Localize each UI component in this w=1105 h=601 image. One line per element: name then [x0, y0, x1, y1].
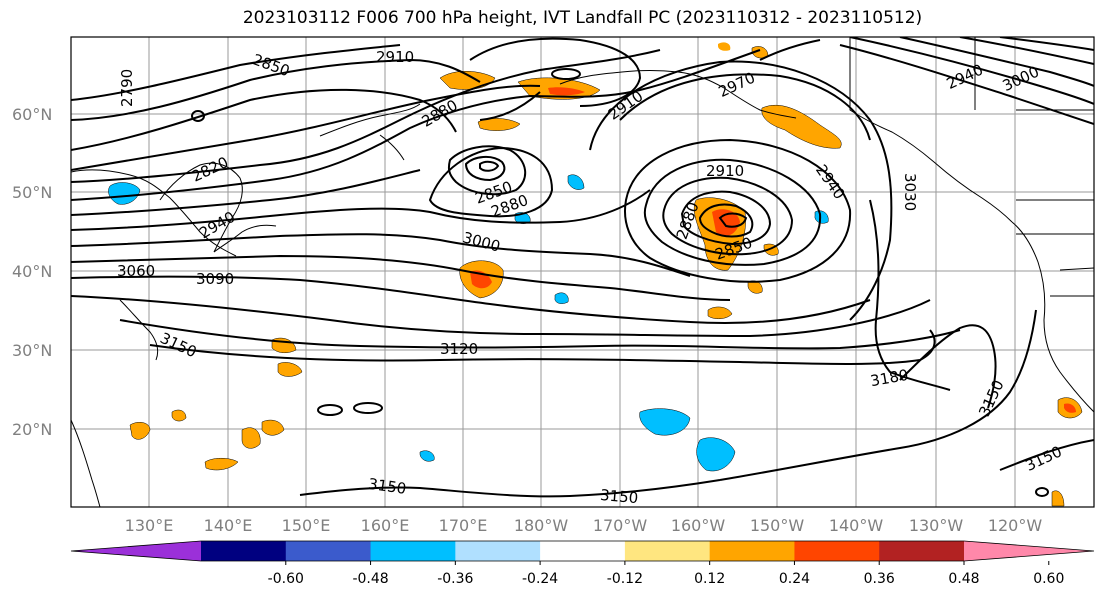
contour-label: 3120 [440, 340, 478, 358]
lon-label: 140°W [829, 516, 884, 535]
lat-label: 30°N [12, 341, 52, 360]
colorbar-tick-label: -0.60 [268, 571, 304, 587]
lon-label: 170°E [439, 516, 488, 535]
lat-label: 40°N [12, 262, 52, 281]
lon-label: 130°W [909, 516, 964, 535]
colorbar-segment [794, 541, 880, 561]
height-contours [71, 37, 1094, 498]
lon-label: 120°W [988, 516, 1043, 535]
contour-label: 2910 [706, 162, 744, 180]
colorbar-tick-label: -0.36 [437, 571, 473, 587]
colorbar-tick-label: -0.48 [352, 571, 388, 587]
lon-label: 160°E [361, 516, 410, 535]
lon-label: 150°W [750, 516, 805, 535]
lon-label: 140°E [204, 516, 253, 535]
colorbar-tick-label: -0.12 [607, 571, 643, 587]
lon-label: 130°E [125, 516, 174, 535]
colorbar-ticks: -0.60 -0.48 -0.36 -0.24 -0.12 0.12 0.24 0.36 0.4… [268, 561, 1064, 587]
map-title: 2023103112 F006 700 hPa height, IVT Land… [242, 8, 923, 28]
colorbar-segment [624, 541, 711, 561]
colorbar-outline [70, 540, 1095, 562]
contour-label: 3060 [117, 262, 155, 280]
coastlines [71, 37, 1094, 507]
colorbar-segment [455, 541, 541, 561]
colorbar [70, 540, 1095, 562]
contour-label: 2910 [376, 48, 414, 66]
colorbar-segment [285, 541, 372, 561]
colorbar-tick-label: -0.24 [522, 571, 558, 587]
colorbar-tick-label: 0.12 [694, 571, 725, 587]
colorbar-extend-low [71, 541, 201, 561]
colorbar-tick-label: 0.24 [779, 571, 810, 587]
contour-label: 2790 [118, 69, 136, 107]
colorbar-segment [879, 541, 965, 561]
latitude-labels: 60°N 50°N 40°N 30°N 20°N [12, 105, 52, 439]
contour-label: 3150 [599, 486, 639, 507]
colorbar-tick-label: 0.36 [864, 571, 895, 587]
colorbar-tick-label: 0.60 [1033, 571, 1064, 587]
ivt-negative-patches [108, 174, 829, 472]
lon-label: 170°W [593, 516, 648, 535]
lon-label: 180°W [514, 516, 569, 535]
lat-label: 60°N [12, 105, 52, 124]
lon-label: 150°E [282, 516, 331, 535]
colorbar-segment [709, 541, 795, 561]
colorbar-tick-label: 0.48 [948, 571, 979, 587]
lon-label: 160°W [671, 516, 726, 535]
island-outlines [191, 68, 1049, 497]
contour-label: 3090 [196, 270, 234, 288]
lat-label: 20°N [12, 420, 52, 439]
contour-label: 3030 [901, 173, 919, 211]
contour-label: 3150 [367, 475, 407, 498]
map-frame [70, 36, 1095, 508]
colorbar-segment [201, 541, 287, 561]
longitude-labels: 130°E 140°E 150°E 160°E 170°E 180°W 170°… [125, 516, 1043, 535]
colorbar-segment [540, 541, 626, 561]
lat-label: 50°N [12, 183, 52, 202]
ivt-positive-patches [129, 42, 1083, 507]
colorbar-extend-high [964, 541, 1094, 561]
colorbar-segment [370, 541, 456, 561]
